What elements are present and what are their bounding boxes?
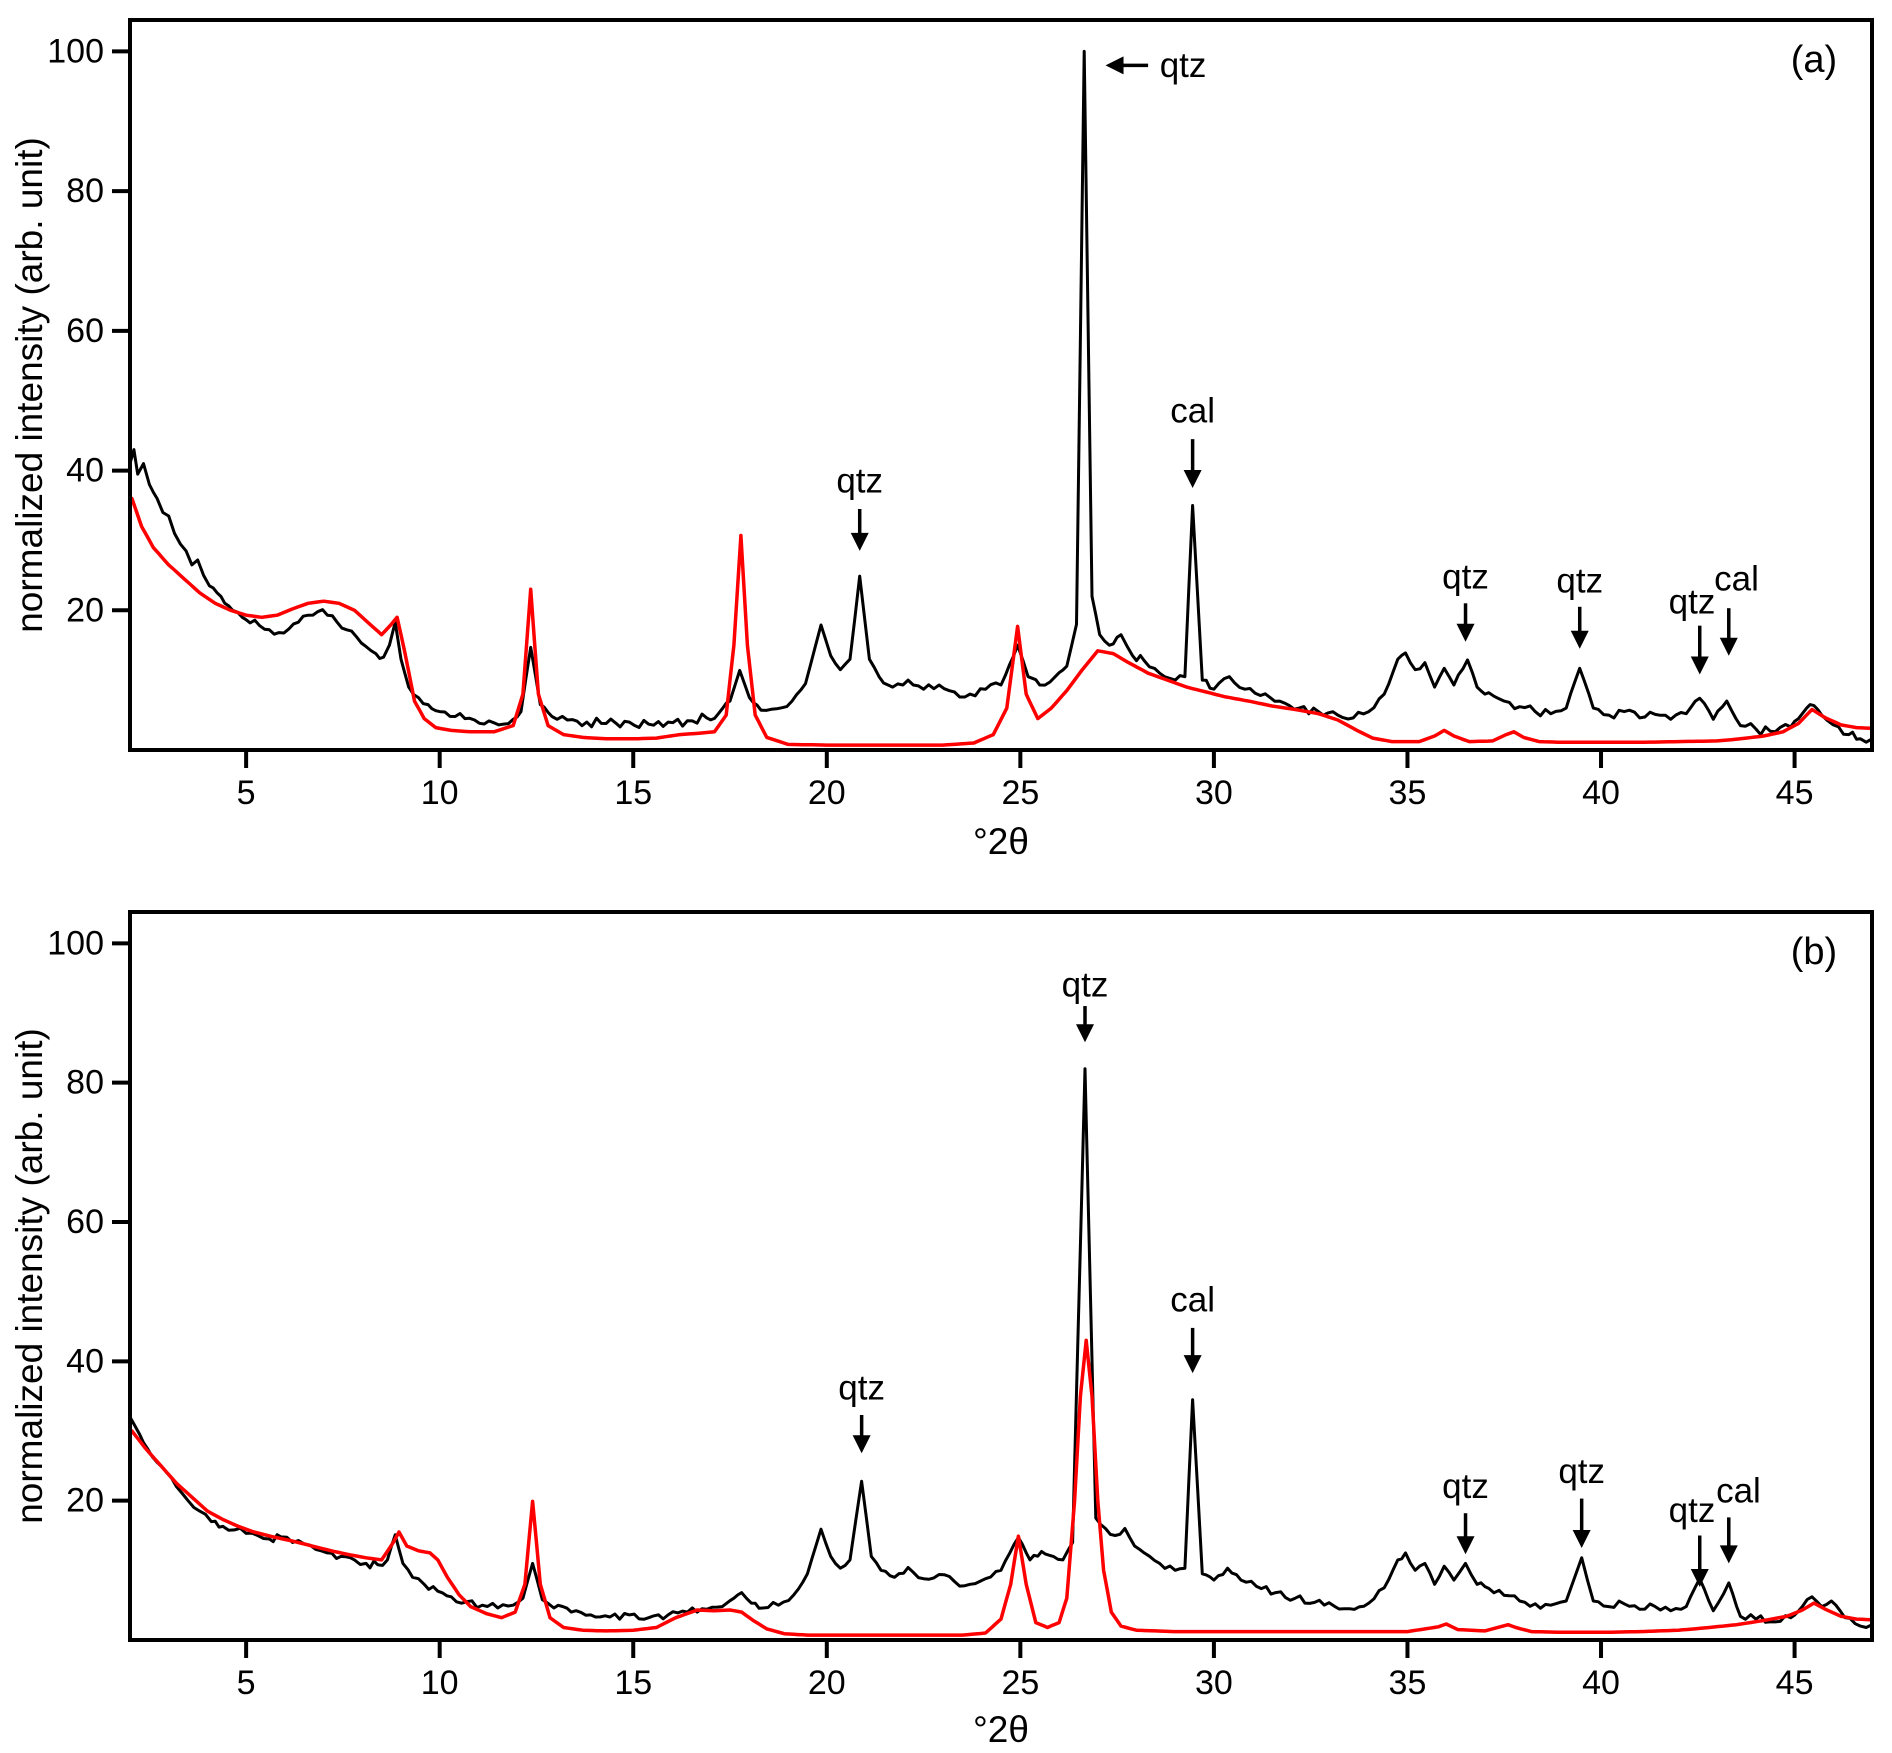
x-tick-label: 40 xyxy=(1582,774,1620,812)
series-measured-pattern-line xyxy=(128,49,1874,744)
x-tick-label: 15 xyxy=(614,1664,652,1702)
plot-box xyxy=(128,18,1874,752)
arrow-head-down-icon xyxy=(1570,630,1589,649)
annotation-cal: cal xyxy=(1170,1281,1215,1374)
panel-a: 5 10 15 20 25 30 35 40 45 20 40 60 80 100 °2θ normalize… xyxy=(9,18,1874,862)
annotation-qtz: qtz xyxy=(1558,1452,1605,1549)
y-axis-label: normalized intensity (arb. unit) xyxy=(9,137,50,633)
peak-label: cal xyxy=(1170,1281,1215,1320)
x-tick-label: 25 xyxy=(1001,1664,1039,1702)
peak-label: qtz xyxy=(1062,966,1109,1005)
y-tick-label: 60 xyxy=(66,1203,104,1241)
arrow-head-down-icon xyxy=(1456,1536,1475,1555)
x-tick-label: 5 xyxy=(237,1664,256,1702)
plot-box xyxy=(128,910,1874,1642)
x-tick-label: 5 xyxy=(237,774,256,812)
x-tick-label: 35 xyxy=(1389,774,1427,812)
x-tick-label: 45 xyxy=(1776,1664,1814,1702)
annotation-qtz: qtz xyxy=(1105,46,1207,85)
peak-label: cal xyxy=(1170,392,1215,431)
y-tick-label: 80 xyxy=(66,1064,104,1102)
arrow-head-down-icon xyxy=(852,1435,871,1454)
peak-label: qtz xyxy=(1558,1452,1605,1491)
arrow-head-down-icon xyxy=(1456,623,1475,642)
y-tick-label: 100 xyxy=(47,32,104,70)
annotation-qtz: qtz xyxy=(1669,1491,1716,1588)
annotation-qtz: qtz xyxy=(1556,561,1603,649)
x-tick-label: 45 xyxy=(1776,774,1814,812)
annotation-qtz: qtz xyxy=(1062,966,1109,1043)
annotation-cal: cal xyxy=(1714,559,1759,656)
y-tick-label: 40 xyxy=(66,1342,104,1380)
peak-label: qtz xyxy=(1442,557,1489,596)
x-tick-label: 35 xyxy=(1389,1664,1427,1702)
annotation-qtz: qtz xyxy=(1442,1467,1489,1555)
peak-label: qtz xyxy=(1160,46,1207,85)
y-tick-label: 100 xyxy=(47,924,104,962)
annotation-qtz: qtz xyxy=(838,1368,885,1454)
arrow-head-down-icon xyxy=(1690,1569,1709,1588)
peak-label: qtz xyxy=(1556,561,1603,600)
peak-label: cal xyxy=(1714,559,1759,598)
x-axis-label: °2θ xyxy=(973,821,1029,862)
arrow-head-down-icon xyxy=(1076,1024,1095,1043)
peak-label: qtz xyxy=(1442,1467,1489,1506)
annotation-qtz: qtz xyxy=(1669,582,1716,675)
arrow-head-down-icon xyxy=(1719,637,1738,656)
arrow-head-down-icon xyxy=(1183,470,1202,489)
y-tick-label: 20 xyxy=(66,591,104,629)
panel-letter: (b) xyxy=(1791,931,1837,973)
arrow-head-down-icon xyxy=(850,532,869,551)
peak-label: qtz xyxy=(836,462,883,501)
x-tick-label: 25 xyxy=(1001,774,1039,812)
x-tick-label: 30 xyxy=(1195,774,1233,812)
series-model-pattern-line xyxy=(130,496,1874,747)
panel-letter: (a) xyxy=(1791,39,1837,81)
panel-b: 5 10 15 20 25 30 35 40 45 20 40 60 80 100 °2θ normalize… xyxy=(9,910,1874,1750)
annotation-qtz: qtz xyxy=(836,462,883,551)
y-tick-label: 20 xyxy=(66,1482,104,1520)
annotation-qtz: qtz xyxy=(1442,557,1489,642)
y-tick-label: 60 xyxy=(66,312,104,350)
series-model-pattern-line xyxy=(130,1338,1874,1637)
arrow-head-down-icon xyxy=(1690,656,1709,675)
peak-label: qtz xyxy=(838,1368,885,1407)
peak-label: qtz xyxy=(1669,582,1716,621)
peak-label: cal xyxy=(1716,1471,1761,1510)
x-tick-label: 10 xyxy=(421,1664,459,1702)
peak-label: qtz xyxy=(1669,1491,1716,1530)
y-tick-label: 80 xyxy=(66,172,104,210)
arrow-head-down-icon xyxy=(1719,1545,1738,1564)
x-tick-label: 20 xyxy=(808,774,846,812)
x-tick-label: 10 xyxy=(421,774,459,812)
x-tick-label: 15 xyxy=(614,774,652,812)
y-tick-label: 40 xyxy=(66,452,104,490)
annotation-cal: cal xyxy=(1170,392,1215,489)
y-axis-label: normalized intensity (arb. unit) xyxy=(9,1028,50,1524)
arrow-head-left-icon xyxy=(1105,56,1124,75)
annotation-cal: cal xyxy=(1716,1471,1761,1564)
x-tick-label: 20 xyxy=(808,1664,846,1702)
arrow-head-down-icon xyxy=(1183,1355,1202,1374)
x-axis-label: °2θ xyxy=(973,1709,1029,1748)
x-tick-label: 40 xyxy=(1582,1664,1620,1702)
series-measured-pattern-line xyxy=(128,1067,1874,1629)
x-tick-label: 30 xyxy=(1195,1664,1233,1702)
arrow-head-down-icon xyxy=(1572,1530,1591,1549)
